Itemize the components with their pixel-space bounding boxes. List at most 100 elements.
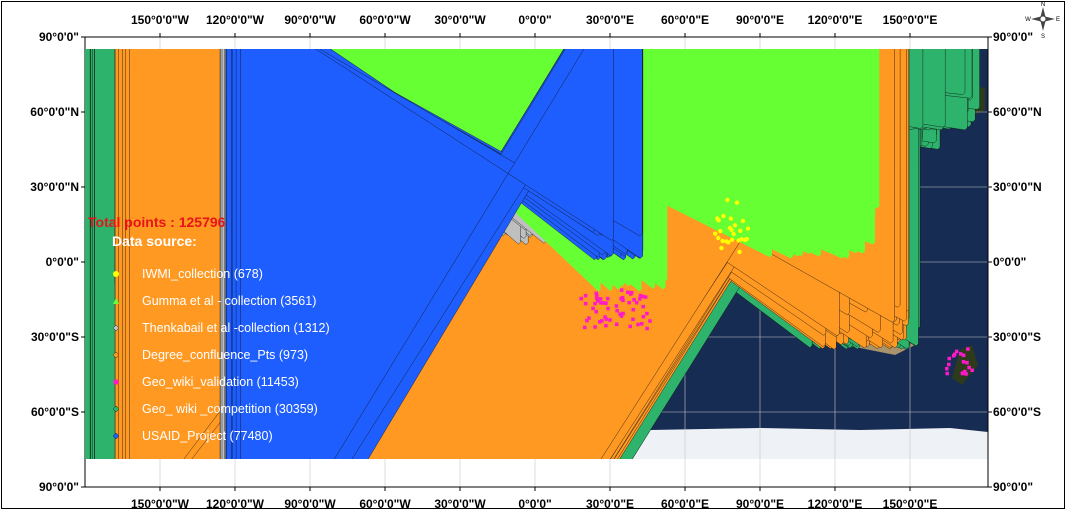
right-latitude-label: 60°0'0"S	[993, 405, 1041, 419]
sample-point	[632, 297, 636, 302]
sample-point	[631, 317, 635, 322]
bottom-longitude-label: 30°0'0"E	[586, 497, 634, 511]
sample-point	[958, 352, 963, 356]
bottom-longitude-label: 30°0'0"W	[434, 497, 486, 511]
legend-item-label: Degree_confluence_Pts (973)	[142, 348, 308, 362]
sample-points	[85, 49, 980, 459]
sample-point	[619, 296, 623, 301]
sample-point	[960, 371, 965, 376]
bottom-longitude-label: 120°0'0"E	[808, 497, 863, 511]
sample-point	[732, 223, 738, 228]
sample-point	[606, 306, 610, 311]
sample-point	[598, 320, 602, 324]
top-longitude-label: 30°0'0"E	[586, 13, 634, 27]
bottom-longitude-label: 150°0'0"W	[131, 497, 190, 511]
sample-point	[713, 231, 718, 236]
sample-point	[725, 197, 730, 203]
svg-text:E: E	[1056, 17, 1060, 23]
left-latitude-label: 90°0'0"	[39, 30, 79, 44]
sample-point	[738, 228, 743, 233]
sample-point	[731, 231, 736, 237]
legend-item-label: Geo_ wiki _competition (30359)	[142, 402, 318, 416]
legend-item-label: Thenkabail et al -collection (1312)	[142, 321, 330, 335]
sample-point	[719, 245, 724, 251]
sample-point	[736, 238, 741, 243]
top-longitude-label: 90°0'0"W	[284, 13, 336, 27]
top-longitude-label: 120°0'0"E	[808, 13, 863, 27]
left-latitude-label: 30°0'0"N	[30, 180, 79, 194]
sample-point	[745, 226, 751, 231]
right-latitude-label: 30°0'0"N	[993, 180, 1042, 194]
top-longitude-label: 60°0'0"E	[661, 13, 709, 27]
sample-point	[614, 322, 619, 327]
sample-point	[591, 306, 595, 311]
bottom-longitude-label: 90°0'0"W	[284, 497, 336, 511]
svg-text:N: N	[1041, 2, 1045, 8]
sample-point	[737, 249, 742, 255]
new-zealand	[952, 345, 978, 385]
sample-point	[634, 300, 639, 305]
legend-symbol	[113, 379, 119, 385]
bottom-longitude-label: 120°0'0"W	[206, 497, 265, 511]
sample-point	[945, 366, 949, 371]
sample-point	[638, 297, 642, 301]
sample-point	[585, 318, 589, 323]
top-longitude-label: 30°0'0"W	[434, 13, 486, 27]
legend-item-label: USAID_Project (77480)	[142, 429, 273, 443]
sample-point	[740, 218, 746, 224]
sample-point	[729, 227, 734, 233]
right-latitude-label: 0°0'0"	[993, 255, 1026, 269]
sample-point	[947, 356, 952, 361]
legend-item-label: Gumma et al - collection (3561)	[142, 294, 316, 308]
right-latitude-label: 90°0'0"	[993, 30, 1033, 44]
sample-point	[951, 354, 956, 358]
sample-point	[718, 228, 723, 234]
sample-point	[619, 314, 624, 318]
left-latitude-label: 60°0'0"S	[31, 405, 79, 419]
sample-point	[631, 307, 635, 312]
sample-point	[627, 300, 631, 305]
sample-point	[605, 296, 610, 301]
legend-item-label: IWMI_collection (678)	[142, 267, 263, 281]
sample-point	[641, 294, 645, 299]
left-latitude-label: 60°0'0"N	[30, 105, 79, 119]
bottom-longitude-label: 60°0'0"W	[359, 497, 411, 511]
sample-point	[583, 325, 587, 330]
sample-point	[641, 304, 645, 309]
sample-point	[640, 322, 644, 326]
sample-point	[728, 216, 734, 221]
sample-point	[967, 365, 971, 370]
sample-point	[961, 360, 966, 364]
legend-symbol	[113, 271, 119, 277]
bottom-longitude-label: 0°0'0"	[518, 497, 551, 511]
sample-point	[947, 362, 951, 367]
sample-point	[636, 322, 640, 327]
sample-point	[604, 317, 609, 321]
bottom-longitude-label: 60°0'0"E	[661, 497, 709, 511]
legend-item: Geo_wiki_validation (11453)	[113, 375, 299, 389]
right-latitude-label: 60°0'0"N	[993, 105, 1042, 119]
sample-point	[608, 318, 612, 322]
sample-point	[945, 371, 949, 376]
sample-point	[716, 218, 721, 223]
left-latitude-label: 30°0'0"S	[31, 330, 79, 344]
top-longitude-label: 60°0'0"W	[359, 13, 411, 27]
top-longitude-label: 0°0'0"	[518, 13, 551, 27]
right-latitude-label: 30°0'0"S	[993, 330, 1041, 344]
top-longitude-label: 90°0'0"E	[736, 13, 784, 27]
top-longitude-label: 120°0'0"W	[206, 13, 265, 27]
sample-point	[645, 326, 649, 331]
sample-point	[744, 236, 749, 242]
sample-point	[641, 314, 646, 319]
sample-point	[720, 238, 725, 244]
bottom-longitude-label: 150°0'0"E	[883, 497, 938, 511]
top-longitude-label: 150°0'0"E	[883, 13, 938, 27]
sample-point	[966, 347, 970, 351]
sample-point	[970, 368, 974, 373]
legend-item: Thenkabail et al -collection (1312)	[112, 321, 330, 335]
svg-text:S: S	[1041, 34, 1045, 40]
sample-point	[716, 235, 721, 241]
sample-point	[594, 309, 598, 314]
sample-point	[615, 308, 619, 313]
data-source-title: Data source:	[112, 233, 197, 249]
